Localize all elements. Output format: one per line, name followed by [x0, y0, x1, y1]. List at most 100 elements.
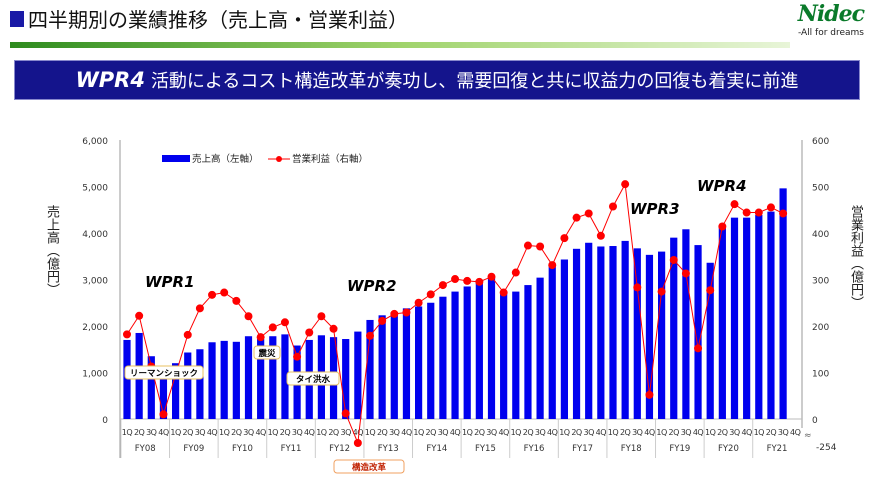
- profit-point: [183, 330, 192, 339]
- quarter-label: 2Q: [620, 428, 631, 437]
- profit-point: [633, 283, 642, 292]
- sales-bar: [694, 245, 702, 419]
- quarter-label: 2Q: [377, 428, 388, 437]
- thai-flood-label-box: [286, 371, 340, 386]
- right-tick-label: 500: [812, 184, 829, 194]
- profit-point: [390, 309, 399, 318]
- year-label: FY09: [183, 444, 204, 454]
- profit-point: [195, 304, 204, 313]
- banner-highlight: WPR4: [75, 68, 145, 92]
- sales-bar: [633, 248, 641, 419]
- quarter-label: 1Q: [754, 428, 765, 437]
- quarter-label: 3Q: [778, 428, 789, 437]
- sales-bar: [767, 211, 775, 419]
- headline-banner: WPR4 活動によるコスト構造改革が奏功し、需要回復と共に収益力の回復も着実に前進: [14, 60, 860, 100]
- axis-break-icon: ≈: [804, 431, 812, 441]
- title-marker: [10, 10, 24, 27]
- profit-point: [742, 208, 751, 217]
- profit-point: [451, 275, 460, 284]
- quarter-label: 2Q: [717, 428, 728, 437]
- left-tick-label: 5,000: [82, 184, 108, 194]
- profit-point: [754, 208, 763, 217]
- quarter-label: 1Q: [268, 428, 279, 437]
- sales-bar: [500, 291, 508, 419]
- quarter-label: 1Q: [170, 428, 181, 437]
- quarter-label: 2Q: [426, 428, 437, 437]
- profit-point: [123, 330, 131, 339]
- legend-line-label: 営業利益（右軸）: [292, 153, 368, 165]
- left-tick-label: 3,000: [82, 277, 108, 287]
- wpr-annotation: WPR4: [697, 177, 747, 195]
- profit-point: [378, 316, 387, 325]
- quarter-label: 1Q: [559, 428, 570, 437]
- profit-point: [438, 281, 447, 290]
- sales-bar: [706, 262, 714, 419]
- profit-point: [511, 268, 520, 277]
- profit-point: [293, 352, 302, 361]
- profit-point: [669, 255, 678, 264]
- profit-point: [244, 312, 253, 321]
- profit-point: [366, 331, 374, 340]
- quarter-label: 4Q: [353, 428, 364, 437]
- quarter-label: 3Q: [146, 428, 157, 437]
- profit-point: [584, 209, 593, 218]
- sales-bar: [548, 265, 556, 419]
- quarter-label: 4Q: [790, 428, 801, 437]
- right-tick-label: 400: [812, 230, 829, 240]
- sales-bar: [342, 339, 350, 419]
- right-tick-label: 200: [812, 323, 829, 333]
- sales-bar: [402, 308, 411, 419]
- quarter-label: 2Q: [183, 428, 194, 437]
- sales-bar: [427, 302, 435, 419]
- sales-bar: [378, 315, 386, 419]
- sales-bar: [475, 281, 483, 419]
- sales-bar: [487, 276, 496, 419]
- quarter-label: 2Q: [523, 428, 534, 437]
- right-tick-label: 0: [812, 416, 818, 426]
- quarter-label: 1Q: [656, 428, 667, 437]
- sales-bar: [232, 341, 240, 419]
- quarter-label: 2Q: [571, 428, 582, 437]
- quarter-label: 3Q: [341, 428, 352, 437]
- lehman-shock-label-box: [124, 365, 204, 380]
- profit-point: [280, 318, 289, 327]
- year-label: FY21: [767, 444, 788, 454]
- quarter-label: 1Q: [122, 428, 133, 437]
- profit-point: [159, 410, 168, 419]
- profit-point: [706, 286, 715, 295]
- sales-bar: [779, 188, 787, 419]
- year-label: FY11: [281, 444, 302, 454]
- quarter-label: 1Q: [316, 428, 327, 437]
- quarter-label: 4Q: [741, 428, 752, 437]
- sales-bar: [572, 248, 581, 419]
- restructuring-label: 構造改革: [352, 462, 387, 473]
- profit-point: [305, 328, 314, 337]
- quarter-label: 3Q: [389, 428, 400, 437]
- sales-bar: [244, 336, 253, 419]
- year-label: FY17: [572, 444, 593, 454]
- sales-bar: [281, 334, 289, 419]
- quarter-label: 2Q: [231, 428, 242, 437]
- profit-point: [560, 234, 569, 243]
- logo-text: Nidec: [797, 1, 865, 27]
- sales-bar: [269, 336, 277, 419]
- sales-bar: [597, 246, 605, 419]
- sales-bar: [159, 372, 168, 419]
- quarter-label: 1Q: [413, 428, 424, 437]
- quarter-label: 2Q: [766, 428, 777, 437]
- year-label: FY15: [475, 444, 496, 454]
- sales-bar: [536, 277, 544, 419]
- banner-text: 活動によるコスト構造改革が奏功し、需要回復と共に収益力の回復も着実に前進: [150, 71, 799, 92]
- profit-point: [353, 439, 362, 447]
- profit-point: [208, 290, 217, 299]
- quarter-label: 4Q: [207, 428, 218, 437]
- sales-bar: [609, 246, 617, 419]
- sales-bar: [682, 229, 690, 419]
- profit-point: [657, 287, 666, 296]
- profit-point: [596, 231, 605, 240]
- year-label: FY12: [329, 444, 350, 454]
- profit-point: [232, 296, 241, 305]
- sales-bar: [415, 306, 423, 419]
- quarter-label: 1Q: [219, 428, 230, 437]
